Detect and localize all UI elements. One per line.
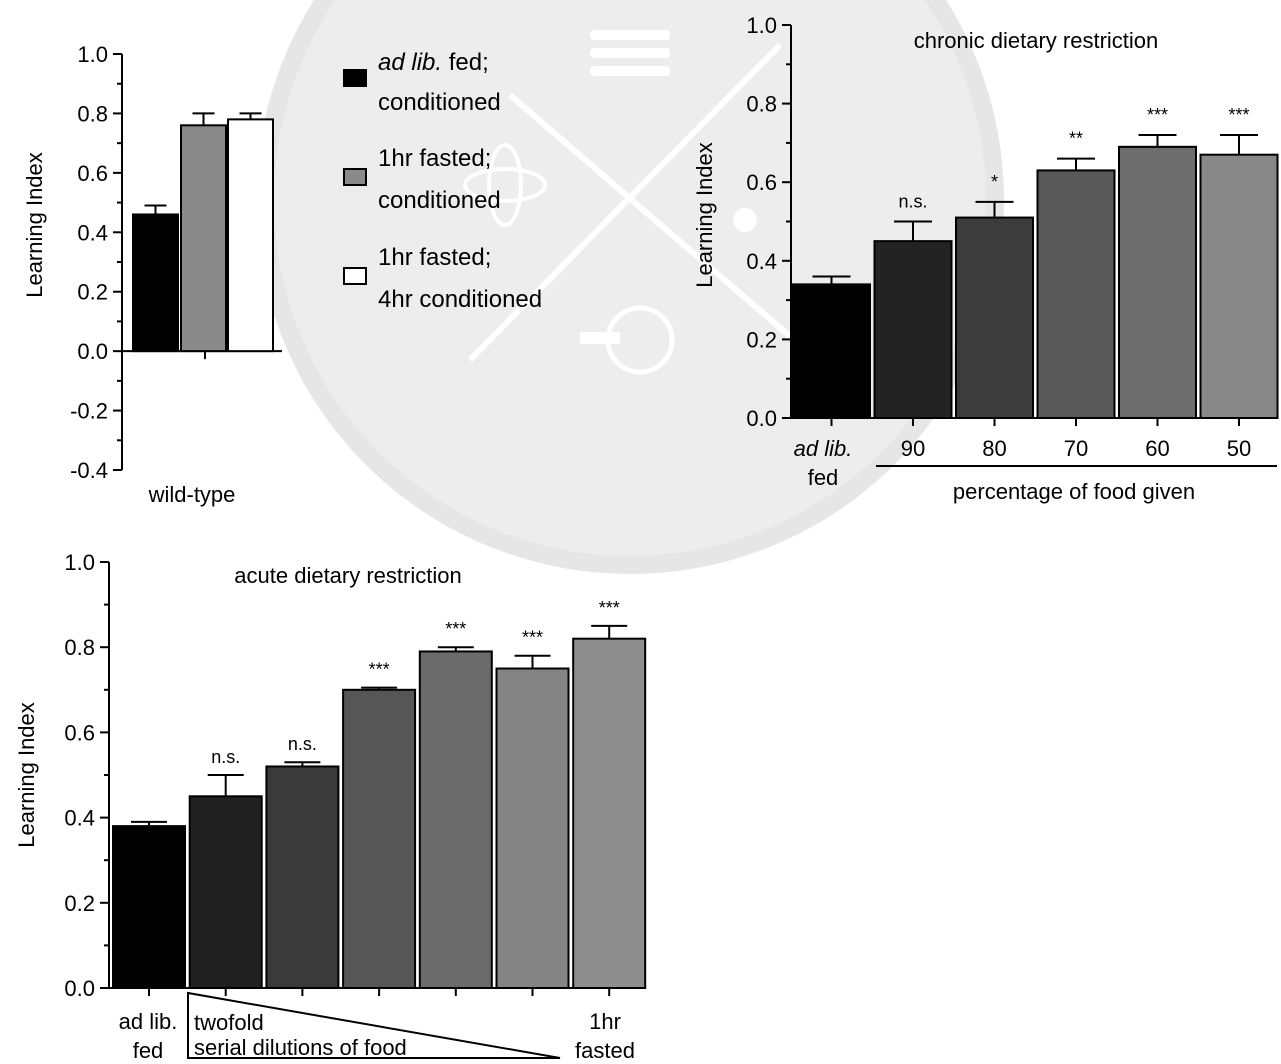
chronic-category-label: 50	[1227, 436, 1251, 461]
wildtype-tick-label: 0.8	[77, 101, 108, 126]
legend-swatch-black	[343, 69, 367, 87]
chronic-panel: chronic dietary restriction 1.0 0.8 0.6 0.4…	[692, 13, 1279, 504]
chronic-bar	[792, 283, 871, 419]
chronic-bar	[1199, 153, 1279, 419]
wildtype-y-axis-title: Learning Index	[22, 152, 47, 298]
chronic-significance-label: n.s.	[898, 192, 927, 212]
legend-label-3a: 1hr fasted;	[378, 244, 491, 271]
acute-cat-adlib-b: fed	[133, 1038, 164, 1063]
acute-bar	[418, 650, 493, 990]
chronic-bar	[955, 216, 1034, 419]
acute-cat-fasted-a: 1hr	[589, 1009, 621, 1034]
wildtype-tick-label: -0.2	[70, 399, 108, 424]
acute-tick-label: 0.8	[64, 635, 95, 660]
chronic-significance-label: ***	[1228, 105, 1249, 125]
acute-wedge-label-a: twofold	[194, 1010, 264, 1035]
wildtype-tick-label: 1.0	[77, 42, 108, 67]
chronic-tick-label: 0.6	[746, 170, 777, 195]
chronic-x-label: percentage of food given	[953, 479, 1195, 504]
chronic-category-label: 60	[1145, 436, 1169, 461]
legend-swatch-white	[343, 267, 367, 285]
dilution-wedge	[187, 991, 561, 1059]
acute-title: acute dietary restriction	[234, 563, 461, 588]
chronic-bar	[1118, 145, 1197, 420]
chronic-y-axis: 1.0 0.8 0.6 0.4 0.2 0.0	[746, 13, 792, 431]
legend-label-3b: 4hr conditioned	[378, 286, 542, 313]
wildtype-x-label: wild-type	[148, 482, 236, 507]
chronic-significance-label: **	[1069, 129, 1083, 149]
acute-bar	[495, 667, 570, 989]
acute-cat-adlib-a: ad lib.	[119, 1009, 178, 1034]
acute-y-axis-title: Learning Index	[14, 702, 39, 848]
acute-bar	[112, 825, 186, 989]
chronic-bar	[1036, 169, 1116, 419]
acute-significance-label: ***	[445, 619, 466, 639]
chronic-category-label: 70	[1064, 436, 1088, 461]
chronic-significance-label: ***	[1147, 105, 1168, 125]
wildtype-panel: 1.0 0.8 0.6 0.4 0.2 0.0 -0.2 -0.4 Learning Inde…	[22, 42, 542, 507]
acute-significance-label: ***	[369, 660, 390, 680]
wildtype-y-axis: 1.0 0.8 0.6 0.4 0.2 0.0 -0.2 -0.4	[70, 42, 123, 483]
acute-bar	[572, 637, 647, 989]
chronic-tick-label: 0.0	[746, 406, 777, 431]
wildtype-bars	[122, 112, 282, 360]
acute-y-axis: 1.0 0.8 0.6 0.4 0.2 0.0	[64, 550, 110, 1001]
chronic-tick-label: 0.2	[746, 327, 777, 352]
acute-wedge-label-b: serial dilutions of food	[194, 1035, 407, 1060]
acute-panel: acute dietary restriction 1.0 0.8 0.6 0.4 0.…	[14, 550, 647, 1063]
wildtype-bar	[227, 118, 274, 353]
legend-label-2b: conditioned	[378, 187, 501, 214]
chronic-tick-label: 0.8	[746, 92, 777, 117]
chronic-bar	[873, 240, 953, 419]
legend-label-1b: conditioned	[378, 89, 501, 116]
wildtype-tick-label: 0.2	[77, 280, 108, 305]
chronic-category-label: 90	[901, 436, 925, 461]
acute-tick-label: 0.0	[64, 976, 95, 1001]
acute-significance-label: ***	[599, 598, 620, 618]
chronic-category-label: 80	[982, 436, 1006, 461]
acute-tick-label: 0.6	[64, 720, 95, 745]
wildtype-legend: ad lib. fed; conditioned 1hr fasted; con…	[343, 49, 542, 313]
chronic-cat-adlib-a: ad lib.	[794, 436, 853, 461]
watermark-emblem	[256, 0, 1004, 574]
wildtype-tick-label: 0.4	[77, 220, 108, 245]
legend-label-1a: ad lib. fed;	[378, 49, 489, 76]
wildtype-tick-label: -0.4	[70, 458, 108, 483]
legend-label-2a: 1hr fasted;	[378, 145, 491, 172]
chronic-title: chronic dietary restriction	[914, 28, 1159, 53]
acute-tick-label: 0.4	[64, 806, 95, 831]
acute-bar	[342, 688, 417, 989]
wildtype-bar	[132, 213, 179, 353]
acute-tick-label: 1.0	[64, 550, 95, 575]
wildtype-bar	[180, 124, 227, 353]
acute-significance-label: ***	[522, 628, 543, 648]
acute-significance-label: n.s.	[288, 734, 317, 754]
wildtype-tick-label: 0.0	[77, 339, 108, 364]
chronic-cat-adlib-b: fed	[808, 465, 839, 490]
legend-swatch-gray	[343, 168, 367, 186]
acute-bar	[188, 795, 263, 989]
wildtype-tick-label: 0.6	[77, 161, 108, 186]
chronic-bars: n.s. 90 * 80 ** 70 *** 60 *** 50	[791, 105, 1279, 461]
chronic-tick-label: 0.4	[746, 249, 777, 274]
chronic-y-axis-title: Learning Index	[692, 142, 717, 288]
acute-tick-label: 0.2	[64, 891, 95, 916]
acute-significance-label: n.s.	[211, 747, 240, 767]
acute-bar	[265, 765, 340, 989]
acute-cat-fasted-b: fasted	[575, 1038, 635, 1063]
acute-bars: n.s. n.s. *** *** *** ***	[109, 598, 647, 996]
chronic-significance-label: *	[991, 172, 998, 192]
chronic-tick-label: 1.0	[746, 13, 777, 38]
